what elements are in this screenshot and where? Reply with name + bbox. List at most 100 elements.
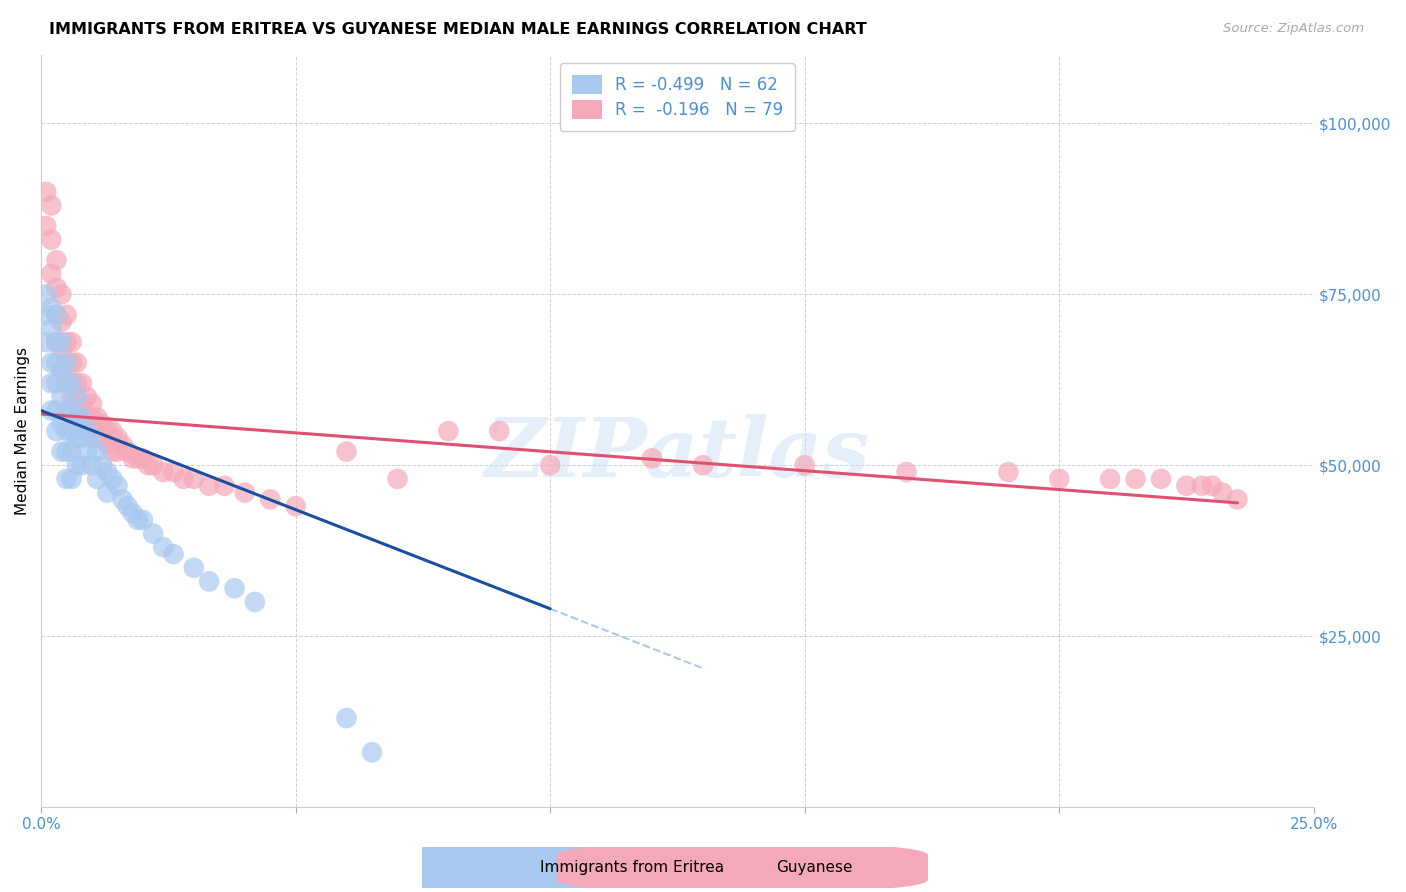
Point: [45, 356, 67, 370]
Text: Guyanese: Guyanese: [776, 860, 852, 875]
Point: [1226, 492, 1249, 507]
Point: [387, 472, 409, 486]
Point: [361, 745, 384, 759]
Point: [60, 356, 83, 370]
Point: [896, 465, 918, 479]
Point: [86, 431, 108, 445]
Point: [183, 472, 205, 486]
Point: [1150, 472, 1173, 486]
FancyBboxPatch shape: [557, 844, 928, 892]
Point: [142, 458, 165, 473]
Point: [243, 595, 266, 609]
Point: [51, 362, 73, 376]
Point: [45, 403, 67, 417]
Point: [80, 458, 103, 473]
Point: [55, 424, 77, 438]
Point: [60, 424, 83, 438]
Point: [70, 410, 93, 425]
Point: [51, 362, 73, 376]
Point: [233, 485, 256, 500]
Point: [66, 410, 89, 425]
Point: [55, 356, 77, 370]
Y-axis label: Median Male Earnings: Median Male Earnings: [15, 347, 30, 515]
Point: [45, 253, 67, 268]
Point: [793, 458, 815, 473]
Point: [60, 472, 83, 486]
Point: [66, 431, 89, 445]
Point: [162, 465, 184, 479]
Text: ZIPatlas: ZIPatlas: [485, 414, 870, 493]
Point: [55, 356, 77, 370]
Point: [1047, 472, 1070, 486]
Point: [136, 458, 159, 473]
Point: [224, 581, 246, 595]
Point: [80, 397, 103, 411]
Point: [437, 424, 460, 438]
Point: [488, 424, 510, 438]
Point: [66, 397, 89, 411]
Point: [60, 335, 83, 350]
Text: IMMIGRANTS FROM ERITREA VS GUYANESE MEDIAN MALE EARNINGS CORRELATION CHART: IMMIGRANTS FROM ERITREA VS GUYANESE MEDI…: [49, 22, 868, 37]
Point: [66, 356, 89, 370]
Point: [39, 233, 62, 247]
Point: [70, 376, 93, 391]
Point: [132, 513, 155, 527]
Point: [1125, 472, 1147, 486]
Point: [39, 403, 62, 417]
Point: [35, 308, 58, 322]
Point: [1211, 485, 1233, 500]
Point: [107, 431, 129, 445]
Point: [117, 444, 139, 458]
Point: [96, 438, 118, 452]
Point: [86, 444, 108, 458]
Point: [45, 280, 67, 294]
Point: [51, 287, 73, 301]
Point: [60, 403, 83, 417]
Point: [121, 451, 143, 466]
Point: [70, 410, 93, 425]
Point: [45, 424, 67, 438]
Point: [39, 198, 62, 212]
Point: [35, 219, 58, 233]
Point: [70, 397, 93, 411]
Point: [91, 417, 114, 432]
Point: [162, 547, 184, 561]
Point: [1175, 479, 1198, 493]
Point: [538, 458, 561, 473]
Point: [76, 424, 98, 438]
FancyBboxPatch shape: [321, 844, 692, 892]
Point: [60, 376, 83, 391]
Point: [45, 335, 67, 350]
Point: [96, 424, 118, 438]
Point: [214, 479, 236, 493]
Point: [35, 287, 58, 301]
Point: [39, 321, 62, 335]
Point: [45, 335, 67, 350]
Point: [80, 424, 103, 438]
Point: [51, 315, 73, 329]
Point: [55, 403, 77, 417]
Point: [55, 472, 77, 486]
Point: [39, 301, 62, 315]
Point: [91, 431, 114, 445]
Point: [692, 458, 714, 473]
Point: [80, 410, 103, 425]
Point: [183, 561, 205, 575]
Point: [55, 444, 77, 458]
Point: [173, 472, 195, 486]
Point: [127, 451, 149, 466]
Point: [117, 500, 139, 514]
Point: [1201, 479, 1223, 493]
Point: [335, 711, 357, 725]
Point: [76, 390, 98, 404]
Point: [91, 458, 114, 473]
Point: [55, 376, 77, 391]
Point: [127, 513, 149, 527]
Point: [111, 492, 134, 507]
Point: [45, 308, 67, 322]
Point: [997, 465, 1019, 479]
Point: [51, 444, 73, 458]
Point: [76, 410, 98, 425]
Point: [198, 479, 221, 493]
Point: [107, 479, 129, 493]
